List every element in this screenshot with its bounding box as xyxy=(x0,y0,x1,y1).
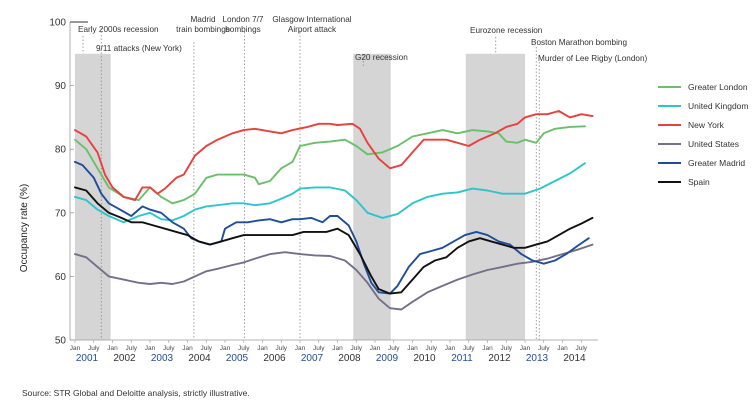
x-month-label: Jan xyxy=(107,345,118,352)
x-year-label: 2012 xyxy=(488,353,511,364)
x-month-label: Jan xyxy=(482,345,493,352)
x-month-label: July xyxy=(238,345,250,352)
event-label-madrid: Madrid xyxy=(190,15,215,24)
x-month-label: July xyxy=(425,345,437,352)
event-lines xyxy=(82,28,540,340)
series-line xyxy=(74,186,594,295)
event-label-glasgow: Glasgow International xyxy=(272,15,351,24)
y-tick-label: 100 xyxy=(49,18,66,29)
x-month-label: July xyxy=(463,345,475,352)
legend-label: United States xyxy=(688,139,739,149)
x-month-label: Jan xyxy=(257,345,268,352)
x-month-label: Jan xyxy=(332,345,343,352)
x-year-label: 2011 xyxy=(451,353,473,364)
x-month-label: Jan xyxy=(220,345,231,352)
x-month-label: July xyxy=(500,345,512,352)
x-year-label: 2003 xyxy=(151,353,174,364)
recession-band xyxy=(465,53,525,341)
x-month-label: July xyxy=(200,345,212,352)
event-label-911: 9/11 attacks (New York) xyxy=(96,44,182,53)
legend-label: United Kingdom xyxy=(688,101,748,111)
x-year-label: 2009 xyxy=(376,353,399,364)
event-label-eurozone: Eurozone recession xyxy=(470,26,543,35)
event-label-glasgow: Airport attack xyxy=(288,25,337,34)
x-year-label: 2010 xyxy=(413,353,436,364)
x-year-label: 2014 xyxy=(563,353,586,364)
x-month-label: July xyxy=(125,345,137,352)
legend-label: Greater London xyxy=(688,82,748,92)
series-line xyxy=(74,243,594,311)
x-month-label: July xyxy=(88,345,100,352)
x-month-label: July xyxy=(275,345,287,352)
series-line xyxy=(74,162,586,224)
x-month-label: July xyxy=(388,345,400,352)
y-axis-title: Occupancy rate (%) xyxy=(19,184,30,272)
x-month-label: Jan xyxy=(445,345,456,352)
y-tick-label: 60 xyxy=(55,272,67,283)
source-note: Source: STR Global and Deloitte analysis… xyxy=(22,388,250,398)
x-month-label: July xyxy=(538,345,550,352)
x-year-label: 2007 xyxy=(301,353,324,364)
x-year-label: 2008 xyxy=(338,353,361,364)
x-month-label: July xyxy=(575,345,587,352)
event-label-london: bombings xyxy=(225,25,261,34)
x-month-label: Jan xyxy=(407,345,418,352)
x-month-label: Jan xyxy=(70,345,81,352)
legend-label: New York xyxy=(688,120,725,130)
x-year-label: 2006 xyxy=(263,353,286,364)
event-label-madrid: train bombings xyxy=(176,25,230,34)
x-year-label: 2005 xyxy=(226,353,249,364)
recession-bands xyxy=(75,53,525,341)
event-label-rigby: Murder of Lee Rigby (London) xyxy=(538,54,648,63)
series-line xyxy=(74,110,594,202)
x-month-label: Jan xyxy=(557,345,568,352)
event-labels: Early 2000s recession 9/11 attacks (New Y… xyxy=(78,15,648,63)
series-lines xyxy=(74,110,594,311)
x-year-label: 2013 xyxy=(526,353,549,364)
x-month-label: July xyxy=(313,345,325,352)
y-tick-label: 50 xyxy=(55,336,67,347)
event-label-recession: Early 2000s recession xyxy=(78,25,159,34)
legend: Greater London United Kingdom New York Unit… xyxy=(658,82,748,187)
x-month-label: Jan xyxy=(370,345,381,352)
x-month-label: July xyxy=(350,345,362,352)
x-year-label: 2001 xyxy=(76,353,99,364)
x-month-label: Jan xyxy=(145,345,156,352)
x-month-label: July xyxy=(163,345,175,352)
y-tick-label: 70 xyxy=(55,208,67,219)
x-month-label: Jan xyxy=(182,345,193,352)
y-tick-label: 80 xyxy=(55,145,67,156)
event-label-london: London 7/7 xyxy=(223,15,264,24)
series-line xyxy=(74,160,590,295)
legend-label: Greater Madrid xyxy=(688,158,745,168)
x-month-label: Jan xyxy=(520,345,531,352)
x-year-label: 2002 xyxy=(113,353,136,364)
series-line xyxy=(74,125,586,205)
y-tick-label: 90 xyxy=(55,81,67,92)
event-label-g20: G20 recession xyxy=(355,53,408,62)
legend-label: Spain xyxy=(688,177,710,187)
recession-band xyxy=(353,53,391,341)
event-label-boston: Boston Marathon bombing xyxy=(531,38,627,47)
x-year-label: 2004 xyxy=(188,353,211,364)
x-month-label: Jan xyxy=(295,345,306,352)
